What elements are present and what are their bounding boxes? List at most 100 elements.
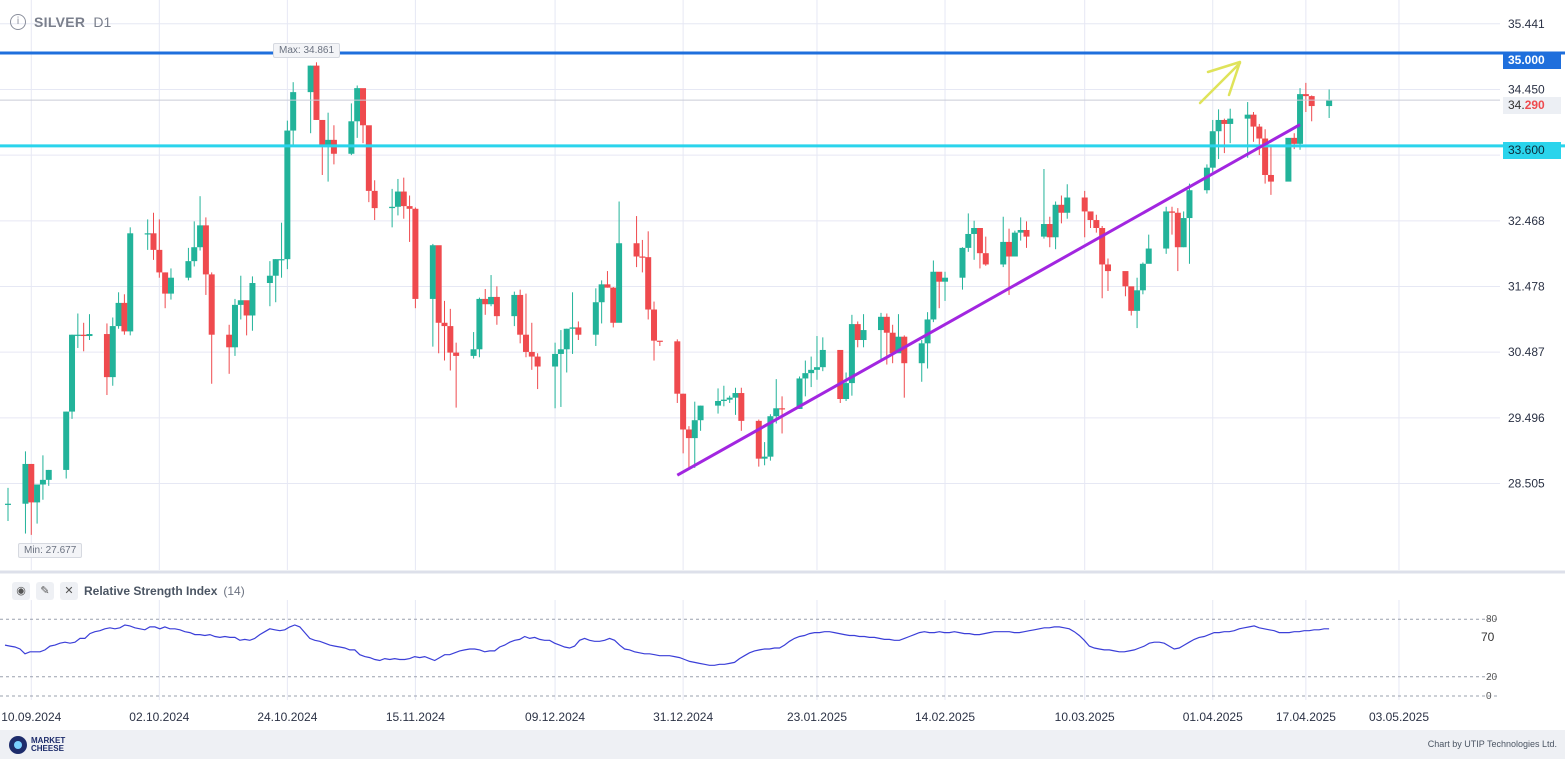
current-price-suffix: 290 bbox=[1524, 98, 1545, 112]
candle-body bbox=[1099, 228, 1106, 265]
candle-body bbox=[208, 274, 215, 335]
date-tick-label: 31.12.2024 bbox=[653, 710, 713, 724]
candle-body bbox=[918, 343, 925, 364]
candle-body bbox=[69, 334, 76, 412]
candle-body bbox=[697, 405, 704, 421]
candle-body bbox=[103, 334, 110, 378]
rsi-grid bbox=[30, 600, 1400, 700]
candle-body bbox=[685, 429, 692, 439]
eye-icon[interactable]: ◉ bbox=[12, 582, 30, 600]
candle-body bbox=[400, 191, 407, 207]
candle-body bbox=[1250, 114, 1257, 127]
candle-body bbox=[121, 302, 128, 332]
info-icon[interactable]: i bbox=[10, 14, 26, 30]
candle-body bbox=[598, 284, 605, 303]
candle-body bbox=[28, 463, 35, 503]
candle-body bbox=[715, 400, 722, 406]
candle-body bbox=[1302, 94, 1309, 97]
rsi-level-label: 20 bbox=[1486, 672, 1498, 683]
candle-body bbox=[5, 503, 11, 505]
candle-body bbox=[1064, 197, 1071, 213]
candle-body bbox=[883, 316, 890, 333]
candle-body bbox=[156, 249, 163, 273]
candle-body bbox=[813, 367, 820, 370]
candle-body bbox=[429, 245, 436, 299]
candle-body bbox=[691, 420, 698, 439]
candle-body bbox=[1267, 174, 1274, 182]
drawn-lines bbox=[0, 51, 1565, 477]
candle-body bbox=[1093, 220, 1100, 228]
candle-body bbox=[162, 272, 169, 294]
candle-body bbox=[942, 277, 949, 282]
candle-body bbox=[1163, 211, 1170, 249]
date-tick-label: 23.01.2025 bbox=[787, 710, 847, 724]
logo-text: MARKET CHEESE bbox=[31, 736, 66, 753]
candle-body bbox=[889, 332, 896, 354]
date-tick-label: 09.12.2024 bbox=[525, 710, 585, 724]
candle-body bbox=[895, 336, 902, 354]
candle-body bbox=[1023, 229, 1030, 237]
close-icon[interactable]: ✕ bbox=[60, 582, 78, 600]
candle-body bbox=[1256, 126, 1263, 139]
wrench-icon[interactable]: ✎ bbox=[36, 582, 54, 600]
price-chart[interactable]: 35.44134.45033.45932.46831.47830.48729.4… bbox=[0, 0, 1565, 576]
rsi-levels: 80 20 0 bbox=[0, 614, 1500, 702]
credit-text: Chart by UTIP Technologies Ltd. bbox=[1427, 739, 1557, 749]
candle-body bbox=[453, 352, 460, 356]
price-tick-label: 32.468 bbox=[1508, 214, 1545, 228]
candle-body bbox=[488, 296, 495, 305]
candle-body bbox=[982, 253, 989, 265]
candle-body bbox=[761, 456, 768, 459]
candle-body bbox=[470, 349, 477, 356]
symbol-label: SILVER bbox=[34, 14, 86, 30]
candle-body bbox=[365, 125, 372, 191]
candle-body bbox=[680, 393, 687, 430]
candle-body bbox=[860, 330, 867, 341]
candle-body bbox=[447, 326, 454, 353]
current-price-badge: 34.290 bbox=[1503, 97, 1561, 114]
candle-body bbox=[1006, 241, 1013, 257]
arrow-head bbox=[1206, 60, 1242, 97]
current-price-prefix: 34. bbox=[1508, 98, 1525, 112]
rsi-current-value: 70 bbox=[1481, 630, 1495, 644]
rsi-toolbar: ◉ ✎ ✕ Relative Strength Index (14) bbox=[12, 582, 245, 600]
candle-body bbox=[767, 416, 774, 457]
candles bbox=[5, 62, 1333, 535]
candle-body bbox=[1297, 94, 1304, 144]
candle-body bbox=[837, 349, 844, 399]
candle-body bbox=[1134, 290, 1141, 311]
candle-body bbox=[197, 225, 204, 248]
candle-body bbox=[552, 353, 559, 367]
price-grid bbox=[0, 0, 1500, 570]
candle-body bbox=[732, 393, 739, 398]
candle-body bbox=[360, 88, 367, 126]
candle-body bbox=[243, 300, 250, 316]
candle-body bbox=[575, 327, 582, 335]
candle-body bbox=[266, 275, 273, 284]
logo-icon bbox=[9, 736, 27, 754]
candle-body bbox=[313, 65, 320, 120]
candle-body bbox=[1011, 232, 1018, 257]
candle-body bbox=[616, 243, 623, 323]
candle-body bbox=[901, 336, 908, 364]
candle-body bbox=[249, 283, 256, 316]
date-tick-label: 14.02.2025 bbox=[915, 710, 975, 724]
resistance-price-badge: 35.000 bbox=[1503, 52, 1561, 69]
candle-body bbox=[522, 334, 529, 352]
candle-body bbox=[284, 130, 291, 260]
candle-body bbox=[435, 245, 442, 323]
date-tick-label: 02.10.2024 bbox=[129, 710, 189, 724]
candle-body bbox=[319, 119, 326, 146]
rsi-level-label: 0 bbox=[1486, 691, 1492, 702]
candle-body bbox=[307, 65, 314, 93]
candle-body bbox=[1209, 131, 1216, 168]
candle-body bbox=[354, 88, 361, 122]
candle-body bbox=[493, 296, 500, 317]
rsi-name: Relative Strength Index bbox=[84, 584, 218, 598]
candle-body bbox=[965, 233, 972, 248]
candle-body bbox=[796, 378, 803, 409]
max-label: Max: 34.861 bbox=[273, 43, 341, 58]
candle-body bbox=[34, 484, 41, 503]
candle-body bbox=[563, 328, 570, 350]
